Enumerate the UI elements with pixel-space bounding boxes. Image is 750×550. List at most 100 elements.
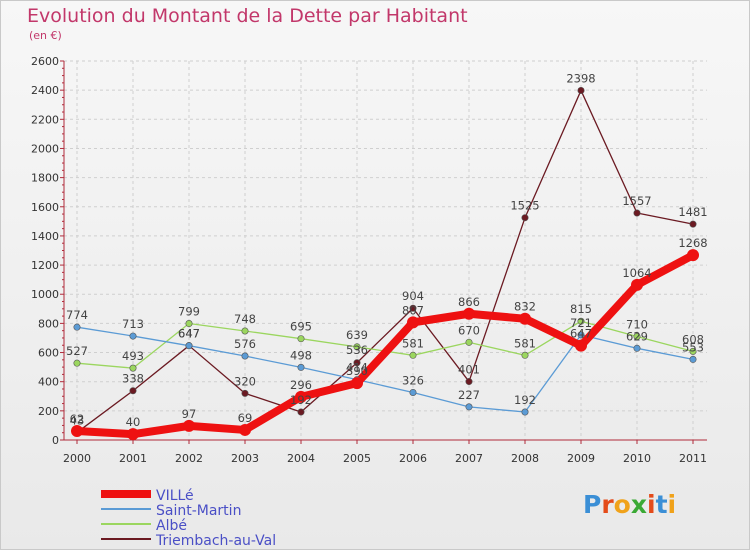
- data-point: [521, 408, 529, 416]
- data-point: [633, 344, 641, 352]
- data-point: [687, 249, 699, 262]
- legend-label: Saint-Martin: [156, 503, 241, 519]
- data-label: 695: [290, 320, 312, 334]
- y-tick-label: 600: [38, 347, 59, 360]
- data-point: [241, 389, 249, 397]
- data-label: 227: [458, 388, 480, 402]
- data-label: 904: [402, 289, 424, 303]
- data-label: 799: [178, 305, 200, 319]
- data-point: [239, 423, 251, 436]
- data-label: 1481: [678, 205, 707, 219]
- data-label: 43: [70, 413, 85, 427]
- data-label: 832: [514, 300, 536, 314]
- legend-label: VILLé: [156, 488, 194, 504]
- data-point: [409, 351, 417, 359]
- data-label: 1525: [510, 199, 539, 213]
- data-label: 401: [458, 363, 480, 377]
- data-point: [463, 307, 475, 320]
- data-label: 647: [178, 327, 200, 341]
- data-label: 296: [290, 378, 312, 392]
- data-label: 629: [626, 329, 648, 343]
- data-point: [519, 312, 531, 325]
- data-point: [297, 408, 305, 416]
- y-tick-label: 2400: [31, 84, 59, 97]
- data-point: [295, 390, 307, 403]
- y-tick-label: 0: [52, 434, 59, 447]
- data-label: 748: [234, 312, 256, 326]
- data-point: [631, 278, 643, 291]
- data-point: [241, 352, 249, 360]
- data-point: [521, 214, 529, 222]
- chart-unit: (en €): [29, 29, 62, 42]
- data-point: [127, 428, 139, 441]
- data-point: [407, 316, 419, 329]
- data-label: 576: [234, 337, 256, 351]
- data-point: [241, 327, 249, 335]
- data-label: 62: [70, 412, 85, 426]
- data-label: 498: [290, 348, 312, 362]
- data-point: [575, 339, 587, 352]
- data-label: 815: [570, 302, 592, 316]
- series-line: [76, 89, 694, 434]
- data-point: [633, 209, 641, 217]
- legend-label: Triembach-au-Val: [155, 533, 276, 549]
- data-label: 40: [126, 415, 141, 429]
- data-label: 608: [682, 332, 704, 346]
- data-point: [129, 387, 137, 395]
- data-point: [409, 304, 417, 312]
- data-label: 713: [122, 317, 144, 331]
- x-tick-label: 2005: [343, 452, 371, 465]
- data-point: [353, 343, 361, 351]
- data-point: [577, 317, 585, 325]
- y-tick-label: 1000: [31, 288, 59, 301]
- data-point: [577, 86, 585, 94]
- x-tick-label: 2008: [511, 452, 539, 465]
- data-label: 414: [346, 361, 368, 375]
- data-label: 1557: [622, 194, 651, 208]
- x-tick-label: 2000: [63, 452, 91, 465]
- x-tick-label: 2011: [679, 452, 707, 465]
- y-tick-label: 1200: [31, 259, 59, 272]
- data-label: 536: [346, 343, 368, 357]
- data-label: 192: [290, 393, 312, 407]
- data-point: [185, 342, 193, 350]
- data-label: 2398: [566, 71, 595, 85]
- data-point: [409, 388, 417, 396]
- y-tick-label: 2200: [31, 113, 59, 126]
- data-point: [185, 320, 193, 328]
- data-point: [689, 347, 697, 355]
- x-tick-label: 2007: [455, 452, 483, 465]
- data-label: 581: [402, 336, 424, 350]
- data-point: [183, 419, 195, 432]
- x-tick-label: 2003: [231, 452, 259, 465]
- data-label: 807: [402, 303, 424, 317]
- data-label: 192: [514, 393, 536, 407]
- y-tick-label: 1800: [31, 172, 59, 185]
- x-tick-label: 2004: [287, 452, 315, 465]
- data-point: [689, 355, 697, 363]
- data-label: 710: [626, 318, 648, 332]
- y-tick-label: 800: [38, 317, 59, 330]
- data-point: [689, 220, 697, 228]
- data-label: 647: [178, 327, 200, 341]
- legend-label: Albé: [156, 518, 187, 534]
- y-tick-label: 2600: [31, 55, 59, 68]
- data-label: 326: [402, 373, 424, 387]
- x-tick-label: 2010: [623, 452, 651, 465]
- y-tick-label: 2000: [31, 142, 59, 155]
- chart-title: Evolution du Montant de la Dette par Hab…: [27, 5, 468, 27]
- series-line: [73, 251, 697, 439]
- data-point: [465, 378, 473, 386]
- data-point: [129, 364, 137, 372]
- data-point: [351, 377, 363, 390]
- data-label: 338: [122, 372, 144, 386]
- data-label: 527: [66, 344, 88, 358]
- data-label: 774: [66, 308, 88, 322]
- data-point: [73, 323, 81, 331]
- data-point: [633, 333, 641, 341]
- data-point: [129, 332, 137, 340]
- data-point: [71, 424, 83, 437]
- data-point: [521, 351, 529, 359]
- data-label: 390: [346, 364, 368, 378]
